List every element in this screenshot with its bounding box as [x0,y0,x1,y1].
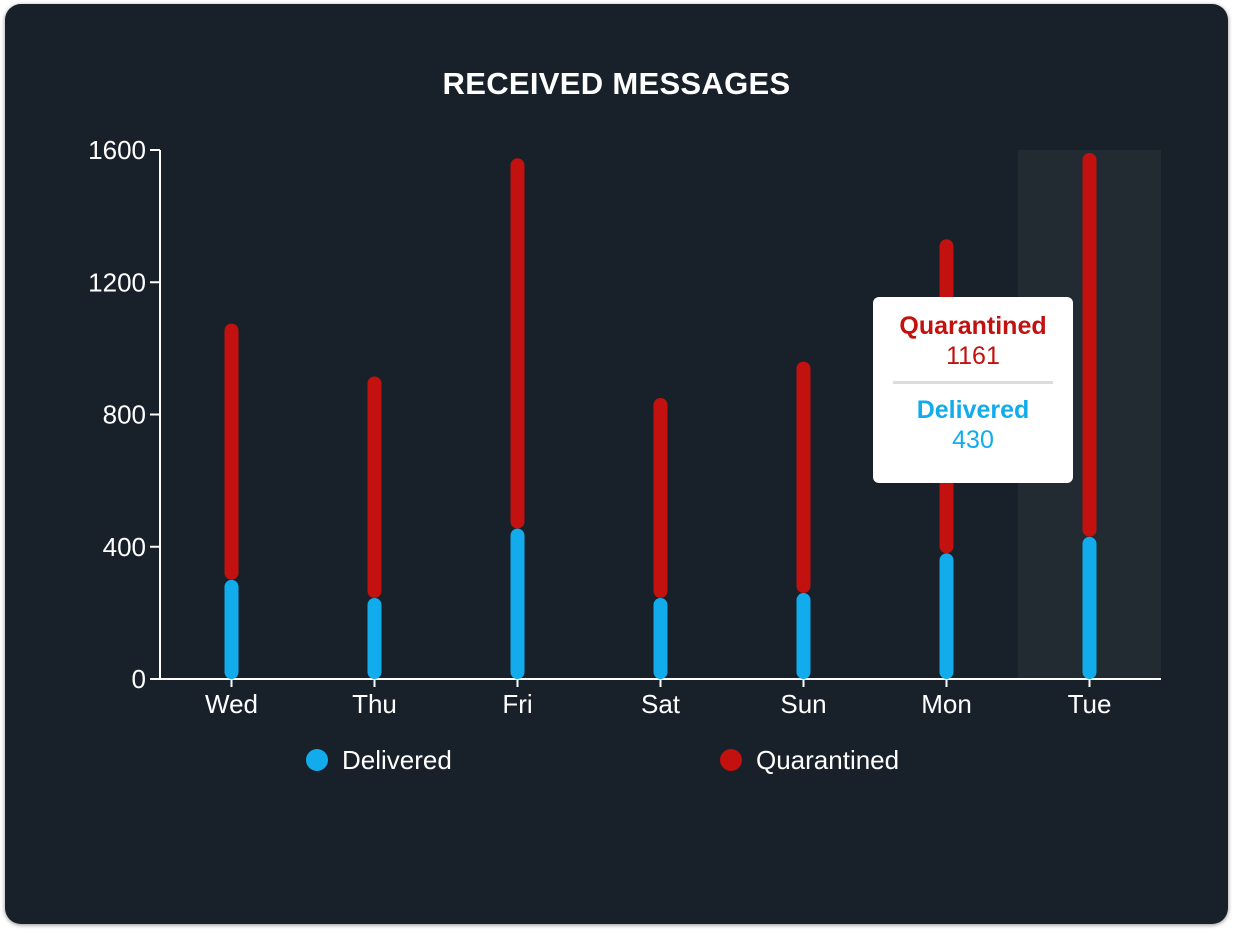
x-tick-label: Tue [1068,689,1112,719]
bar-layer [224,152,1097,679]
tooltip-delivered-value: 430 [952,426,994,454]
tooltip: Quarantined 1161 Delivered 430 [873,297,1073,483]
y-tick-label: 0 [132,664,146,694]
y-tick-label: 1600 [88,135,146,165]
x-tick-label: Mon [921,689,972,719]
tooltip-delivered-label: Delivered [916,396,1030,424]
tooltip-quarantined-value: 1161 [946,342,1000,370]
bar-delivered-thu [367,597,382,679]
bar-quarantined-tue [1082,152,1097,537]
legend-dot-quarantined-icon [720,749,742,771]
x-tick-label: Wed [205,689,258,719]
x-tick-label: Thu [352,689,397,719]
tooltip-quarantined-label: Quarantined [899,312,1047,340]
bar-delivered-fri [510,528,525,679]
y-tick-label: 1200 [88,267,146,297]
legend-item-quarantined[interactable]: Quarantined [720,742,899,778]
x-tick-label: Sun [780,689,826,719]
bar-delivered-mon [939,553,954,679]
legend-label-delivered: Delivered [342,744,452,775]
bar-quarantined-sun [796,361,811,594]
tooltip-divider [893,381,1053,384]
bar-quarantined-wed [224,323,239,580]
chart-title: RECEIVED MESSAGES [442,66,791,101]
legend-dot-delivered-icon [306,749,328,771]
x-tick-label: Sat [641,689,681,719]
bar-delivered-tue [1082,536,1097,679]
x-tick-label: Fri [502,689,532,719]
bar-delivered-wed [224,579,239,679]
bar-quarantined-sat [653,397,668,598]
bar-quarantined-fri [510,158,525,529]
legend-label-quarantined: Quarantined [756,744,900,775]
bar-delivered-sun [796,593,811,679]
y-tick-label: 800 [103,400,146,430]
legend-item-delivered[interactable]: Delivered [306,742,452,778]
bar-delivered-sat [653,597,668,679]
label-layer: 0 400 800 1200 1600 Wed Thu Fri Sat Sun Mon Tue [88,135,1111,719]
y-tick-label: 400 [103,532,146,562]
bar-quarantined-thu [367,376,382,598]
